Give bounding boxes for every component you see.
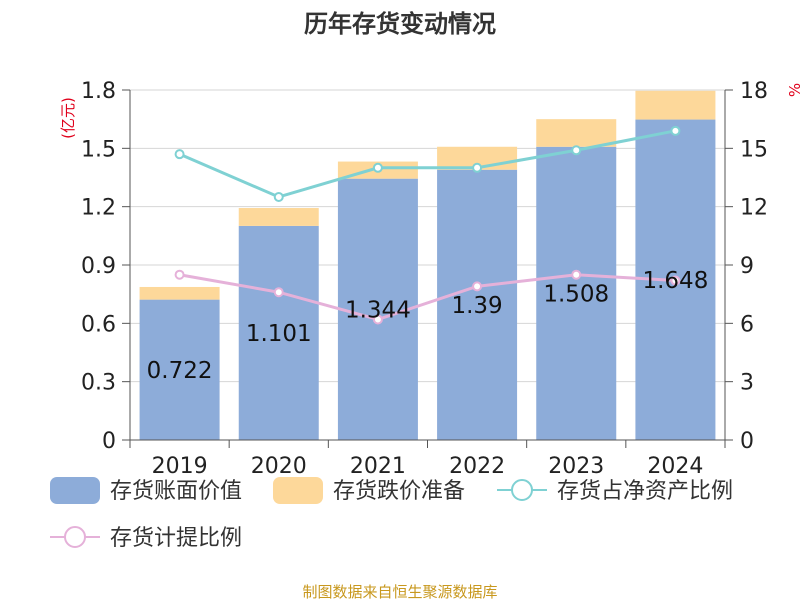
right-tick-label: 12 xyxy=(740,196,768,221)
axes: 0 0.3 0.6 0.9 1.2 1.5 1.8 0 3 6 9 12 15 18 2019 2020 202… xyxy=(81,79,768,479)
bar-value-label: 1.101 xyxy=(246,321,312,347)
x-tick-label: 2021 xyxy=(350,454,406,479)
legend-label-1: 存货跌价准备 xyxy=(333,479,465,504)
legend-swatch-0 xyxy=(50,477,100,504)
legend-label-0: 存货账面价值 xyxy=(110,479,242,504)
bar-book-value-2022 xyxy=(437,169,518,440)
left-tick-label: 0 xyxy=(102,429,116,454)
bar-value-label: 0.722 xyxy=(147,358,213,384)
legend-label-3: 存货计提比例 xyxy=(110,526,242,551)
right-tick-label: 0 xyxy=(740,429,754,454)
bar-labels: 0.722 1.101 1.344 1.39 1.508 1.648 xyxy=(147,268,709,384)
x-tick-label: 2019 xyxy=(152,454,208,479)
x-tick-label: 2023 xyxy=(548,454,604,479)
legend-swatch-1 xyxy=(273,477,323,504)
legend-marker-2 xyxy=(511,479,533,501)
line-point-2020 xyxy=(273,191,284,202)
source-note: 制图数据来自恒生聚源数据库 xyxy=(302,583,497,600)
left-tick-label: 1.8 xyxy=(81,79,116,104)
bar-impairment-2019 xyxy=(139,286,220,300)
left-tick-label: 0.3 xyxy=(81,371,116,396)
legend-label-2: 存货占净资产比例 xyxy=(557,479,733,504)
left-tick-label: 1.5 xyxy=(81,137,116,162)
line-point-2019 xyxy=(174,269,185,280)
right-tick-label: 3 xyxy=(740,371,754,396)
line-point-2022 xyxy=(472,162,483,173)
line-point-2022 xyxy=(472,281,483,292)
bar-book-value-2023 xyxy=(536,146,617,440)
line-point-2021 xyxy=(372,314,383,325)
right-tick-label: 6 xyxy=(740,312,754,337)
line-provision-ratio xyxy=(179,273,676,322)
bars-layer xyxy=(139,90,716,441)
x-tick-label: 2020 xyxy=(251,454,307,479)
right-tick-label: 9 xyxy=(740,254,754,279)
line-point-2024 xyxy=(670,125,681,136)
line-point-2024 xyxy=(670,275,681,286)
right-tick-label: 15 xyxy=(740,137,768,162)
lines-layer xyxy=(174,125,681,325)
bar-book-value-2019 xyxy=(139,299,220,440)
x-tick-label: 2024 xyxy=(647,454,703,479)
right-tick-label: 18 xyxy=(740,79,768,104)
bar-value-label: 1.508 xyxy=(543,281,609,307)
bar-value-label: 1.648 xyxy=(642,268,708,294)
left-axis-unit: (亿元) xyxy=(59,97,77,139)
left-tick-label: 1.2 xyxy=(81,196,116,221)
bar-impairment-2020 xyxy=(238,208,319,226)
chart-title: 历年存货变动情况 xyxy=(304,10,496,38)
bar-book-value-2020 xyxy=(238,225,319,440)
bar-value-label: 1.39 xyxy=(451,293,502,319)
grid-lines xyxy=(130,89,725,383)
bar-value-label: 1.344 xyxy=(345,297,411,323)
line-point-2023 xyxy=(571,145,582,156)
left-tick-label: 0.9 xyxy=(81,254,116,279)
line-point-2023 xyxy=(571,269,582,280)
right-axis-unit: % xyxy=(786,83,800,97)
bar-impairment-2024 xyxy=(635,90,716,120)
line-net-asset-ratio xyxy=(178,129,676,199)
legend-marker-3 xyxy=(64,526,86,548)
bar-impairment-2023 xyxy=(536,119,617,147)
line-point-2019 xyxy=(174,149,185,160)
line-point-2021 xyxy=(372,162,383,173)
left-tick-label: 0.6 xyxy=(81,312,116,337)
line-point-2020 xyxy=(273,287,284,298)
x-tick-label: 2022 xyxy=(449,454,505,479)
